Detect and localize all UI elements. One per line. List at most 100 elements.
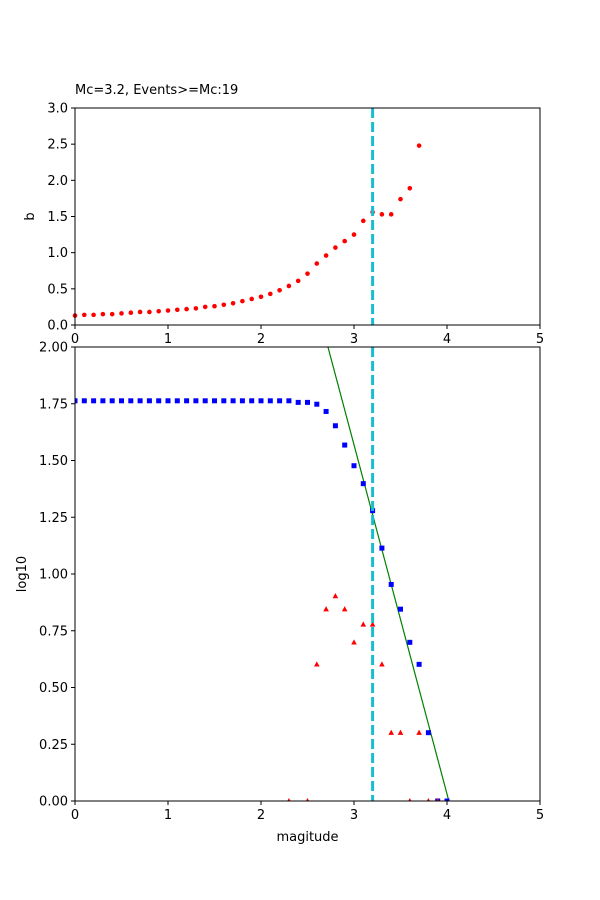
b-value-point	[240, 298, 245, 304]
b-value-point	[342, 238, 348, 244]
cumulative-point	[258, 398, 264, 404]
cumulative-point	[342, 442, 348, 448]
noncumulative-points	[287, 593, 440, 801]
cumulative-point	[444, 798, 450, 801]
noncumulative-point	[426, 798, 431, 801]
bottom-x-label: magitude	[276, 830, 338, 845]
cumulative-point	[81, 398, 87, 404]
top-y-tick-label: 2.0	[47, 174, 68, 189]
cumulative-point	[202, 398, 208, 404]
bottom-y-tick-label: 1.75	[39, 397, 68, 412]
b-value-point	[230, 301, 236, 306]
cumulative-point	[388, 581, 394, 587]
cumulative-point	[100, 398, 106, 404]
b-value-point	[333, 245, 338, 250]
b-value-point	[221, 302, 227, 308]
noncumulative-point	[351, 639, 357, 645]
b-value-panel: 0 1 2 3 4 5 0.0 0.5 1.0 1.5 2.0 2.5 3.0 Mc=3.2, Eve…	[23, 83, 544, 347]
cumulative-point	[174, 398, 180, 404]
cumulative-point	[398, 606, 403, 612]
b-value-point	[184, 306, 189, 312]
noncumulative-point	[397, 729, 404, 735]
cumulative-point	[277, 398, 283, 404]
cumulative-point	[221, 398, 227, 404]
noncumulative-point	[305, 798, 310, 801]
frequency-magnitude-panel: 0 1 2 3 4 5 0.00 0.25 0.50 0.75 1.00 1.25 1.50 1.75 2…	[15, 341, 544, 846]
top-title: Mc=3.2, Events>=Mc:19	[75, 83, 238, 98]
noncumulative-point	[416, 729, 422, 735]
cumulative-point	[295, 399, 301, 405]
noncumulative-point	[314, 661, 320, 667]
b-value-point	[91, 312, 96, 318]
b-value-point	[193, 306, 199, 311]
top-x-tick-label: 1	[164, 332, 172, 347]
top-y-tick-label: 0.0	[47, 319, 68, 334]
cumulative-point	[332, 423, 338, 429]
b-value-point	[119, 311, 124, 316]
b-value-point	[379, 212, 385, 217]
bottom-y-tick-label: 0.75	[39, 624, 68, 639]
cumulative-point	[165, 398, 171, 404]
b-value-point	[128, 310, 134, 316]
noncumulative-point	[408, 798, 412, 801]
bottom-plot-area	[75, 347, 540, 801]
b-value-point	[249, 296, 254, 302]
bottom-y-label: log10	[15, 556, 30, 592]
bottom-x-tick-label: 2	[257, 808, 265, 823]
bottom-y-tick-label: 1.50	[39, 454, 68, 469]
top-x-tick-label: 2	[257, 332, 265, 347]
noncumulative-point	[323, 606, 329, 612]
bottom-y-tick-label: 1.25	[39, 511, 68, 526]
bottom-x-ticks: 0 1 2 3 4 5	[71, 801, 544, 823]
top-y-label: b	[23, 212, 38, 220]
cumulative-point	[286, 398, 292, 404]
cumulative-point	[360, 481, 366, 487]
bottom-x-tick-label: 4	[443, 808, 451, 823]
b-value-point	[147, 309, 152, 315]
cumulative-point	[239, 398, 245, 404]
bottom-y-tick-label: 2.00	[39, 341, 68, 356]
b-value-point	[212, 303, 217, 309]
b-value-point	[295, 278, 301, 284]
cumulative-point	[137, 398, 143, 404]
b-value-point	[268, 291, 273, 297]
cumulative-point	[212, 398, 217, 404]
b-value-point	[165, 308, 171, 313]
b-value-point	[175, 307, 180, 313]
cumulative-point	[379, 545, 385, 551]
b-value-point	[361, 218, 366, 224]
top-x-ticks: 0 1 2 3 4 5	[71, 325, 544, 347]
cumulative-point	[267, 398, 273, 404]
bottom-y-tick-label: 0.50	[39, 681, 68, 696]
noncumulative-point	[369, 621, 376, 627]
noncumulative-point	[287, 798, 291, 801]
b-value-points	[72, 143, 422, 318]
top-x-tick-label: 4	[443, 332, 451, 347]
noncumulative-point	[360, 621, 367, 627]
b-value-point	[388, 212, 394, 217]
top-x-tick-label: 5	[536, 332, 544, 347]
cumulative-point	[146, 398, 152, 404]
cumulative-point	[351, 463, 357, 469]
cumulative-points	[75, 398, 450, 801]
cumulative-point	[156, 398, 162, 404]
top-y-tick-label: 1.0	[47, 246, 68, 261]
b-value-point	[398, 196, 403, 202]
noncumulative-point	[341, 606, 348, 612]
cumulative-point	[193, 398, 199, 404]
top-x-tick-label: 3	[350, 332, 358, 347]
bottom-x-tick-label: 1	[164, 808, 172, 823]
cumulative-point	[323, 408, 329, 414]
b-value-point	[202, 304, 208, 310]
cumulative-point	[407, 639, 413, 645]
bottom-y-tick-label: 0.25	[39, 738, 68, 753]
cumulative-point	[230, 398, 236, 404]
cumulative-point	[119, 398, 124, 404]
b-value-point	[305, 271, 310, 276]
bottom-y-tick-label: 0.00	[39, 795, 68, 810]
bottom-y-tick-label: 1.00	[39, 568, 68, 583]
cumulative-point	[425, 730, 431, 736]
b-value-point	[82, 312, 87, 318]
b-value-point	[351, 232, 357, 237]
